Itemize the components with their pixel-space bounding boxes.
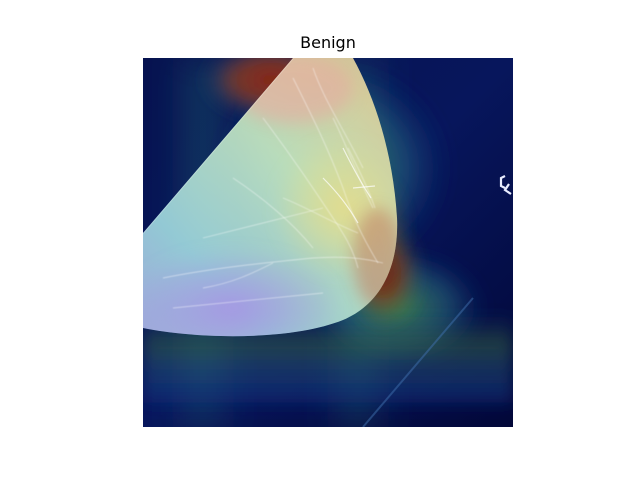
marker-glyph-icon [499, 175, 512, 195]
heatmap-overlay-image [143, 58, 513, 427]
breast-tissue-region [143, 58, 398, 337]
mammogram-heatmap-graphic [143, 58, 513, 427]
image-title: Benign [300, 33, 356, 52]
